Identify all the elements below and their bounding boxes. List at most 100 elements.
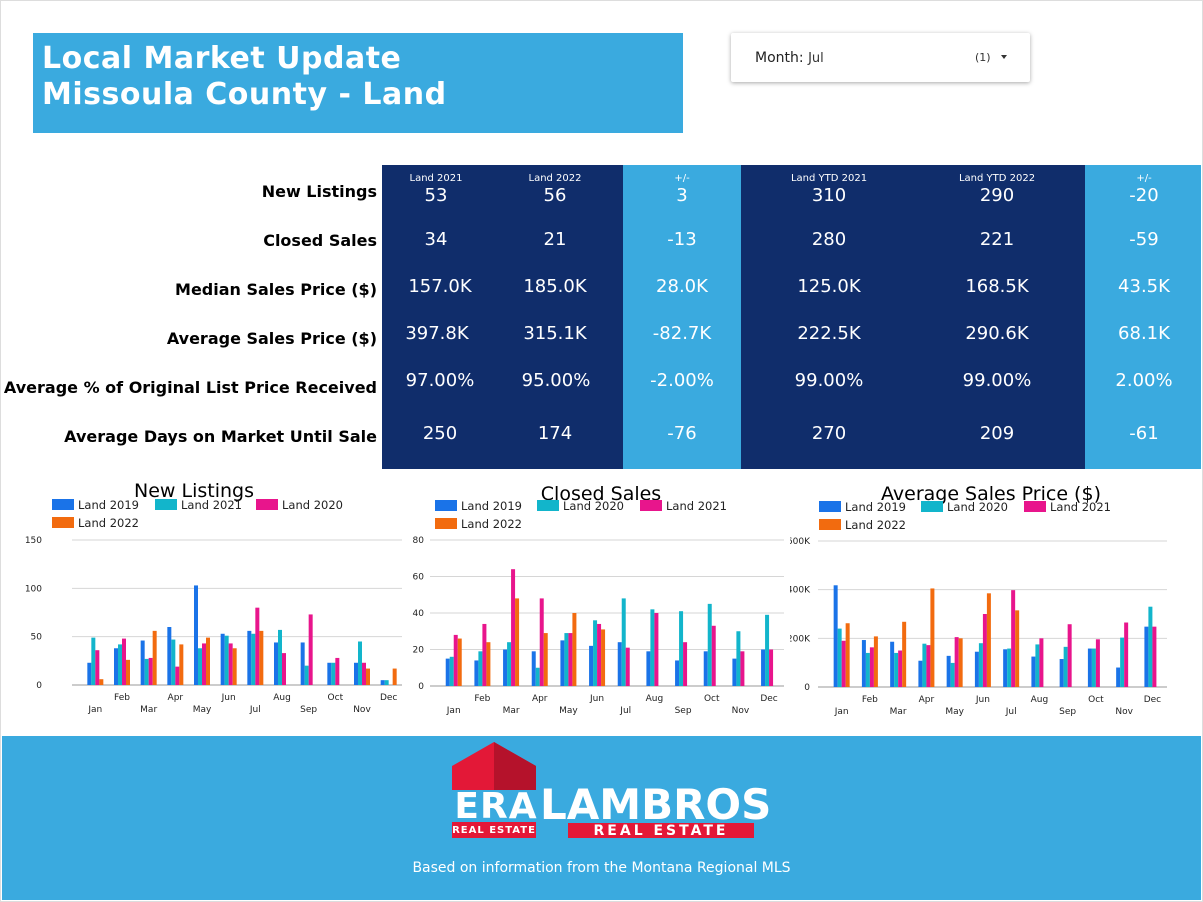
- bar-land-2019: [503, 649, 508, 686]
- bar-land-2019: [675, 660, 680, 686]
- x-tick-label: Jun: [221, 693, 236, 703]
- bar-land-2019: [1144, 626, 1149, 687]
- bar-land-2021: [482, 623, 487, 686]
- footer: ERA REAL ESTATE LAMBROS REAL ESTATE Base…: [2, 736, 1201, 900]
- bar-land-2020: [922, 643, 927, 687]
- x-tick-label: Apr: [532, 694, 548, 704]
- bar-land-2019: [703, 651, 708, 686]
- chart-title: Average Sales Price ($): [881, 483, 1101, 505]
- logo-era-subtext: REAL ESTATE: [452, 825, 536, 836]
- month-filter-dropdown[interactable]: Month: Jul (1): [731, 33, 1030, 82]
- col-header-ytd-diff: +/-: [1136, 173, 1152, 184]
- bar-land-2021: [1067, 624, 1072, 687]
- table-cell: -13: [667, 229, 697, 250]
- table-cell: 97.00%: [405, 370, 475, 391]
- bar-land-2022: [179, 644, 184, 685]
- legend-label: Land 2021: [181, 498, 242, 512]
- bar-land-2020: [282, 653, 286, 685]
- bar-land-2020: [978, 643, 983, 687]
- bar-land-2020: [736, 631, 741, 686]
- table-cell: 250: [422, 423, 458, 444]
- x-tick-label: Dec: [760, 694, 777, 704]
- bar-land-2021: [384, 680, 389, 685]
- table-cell: 270: [811, 423, 847, 444]
- bar-land-2021: [683, 642, 688, 686]
- caret-down-icon[interactable]: [1001, 55, 1007, 59]
- bar-land-2020: [1007, 648, 1012, 687]
- bar-land-2021: [304, 665, 309, 685]
- legend-swatch: [819, 519, 841, 530]
- col-header-ytd-2022: Land YTD 2022: [958, 173, 1036, 184]
- bar-land-2022: [930, 588, 935, 687]
- bar-land-2020: [449, 656, 454, 686]
- closed-sales-chart: Closed Sales Land 2019 Land 2020 Land 2021 L…: [406, 478, 786, 723]
- legend-swatch: [435, 500, 457, 511]
- bar-land-2020: [894, 652, 899, 687]
- table-cell: 3: [676, 185, 688, 206]
- chart-title: Closed Sales: [541, 483, 661, 505]
- bar-land-2019: [589, 645, 594, 686]
- bar-land-2022: [206, 637, 210, 685]
- bar-land-2022: [152, 630, 157, 685]
- bar-land-2020: [679, 611, 684, 686]
- legend-label: Land 2019: [845, 500, 906, 514]
- bar-land-2019: [617, 642, 622, 686]
- table-cell: 56: [543, 185, 567, 206]
- bar-land-2021: [453, 634, 458, 686]
- bar-land-2022: [986, 593, 991, 687]
- bar-land-2021: [171, 639, 176, 685]
- legend-swatch: [435, 518, 457, 529]
- legend-swatch: [256, 499, 278, 510]
- y-tick-label: 600K: [790, 537, 811, 547]
- bar-land-2021: [711, 625, 716, 686]
- table-block-month: [382, 165, 623, 469]
- bar-land-2021: [982, 614, 987, 687]
- y-tick-label: 50: [31, 633, 43, 643]
- bar-land-2021: [224, 635, 229, 685]
- legend-label: Land 2020: [947, 500, 1008, 514]
- bar-land-2020: [1120, 637, 1125, 687]
- bar-land-2021: [539, 598, 544, 686]
- bar-land-2020: [95, 650, 100, 685]
- source-footnote: Based on information from the Montana Re…: [412, 860, 791, 876]
- bar-land-2022: [902, 621, 907, 687]
- table-cell: 99.00%: [962, 370, 1032, 391]
- table-cell: 280: [811, 229, 847, 250]
- bar-land-2020: [148, 657, 153, 685]
- bar-land-2021: [740, 651, 745, 686]
- x-tick-label: Nov: [1115, 707, 1133, 717]
- bar-land-2019: [194, 585, 198, 685]
- legend-swatch: [537, 500, 559, 511]
- x-tick-label: May: [945, 707, 964, 717]
- col-header-diff: +/-: [674, 173, 690, 184]
- bar-land-2020: [255, 607, 260, 685]
- era-lambros-logo: [452, 742, 754, 838]
- bar-land-2022: [99, 679, 104, 685]
- bar-land-2022: [232, 648, 237, 685]
- x-tick-label: Dec: [380, 693, 397, 703]
- bar-land-2020: [1063, 646, 1068, 687]
- bar-land-2020: [175, 666, 180, 685]
- table-cell: 174: [537, 423, 573, 444]
- bar-land-2021: [568, 633, 573, 686]
- bar-land-2021: [898, 650, 903, 687]
- bar-land-2021: [91, 637, 96, 685]
- bar-land-2019: [380, 680, 385, 685]
- legend-swatch: [52, 499, 74, 510]
- bar-land-2019: [445, 658, 450, 686]
- logo-roof-shade: [494, 742, 536, 790]
- legend-swatch: [819, 501, 841, 512]
- bar-land-2020: [335, 657, 340, 685]
- bar-land-2021: [869, 647, 874, 687]
- x-tick-label: Sep: [675, 706, 692, 716]
- x-tick-label: Feb: [862, 695, 878, 705]
- col-header-land-2021: Land 2021: [409, 173, 463, 184]
- legend-swatch: [640, 500, 662, 511]
- x-tick-label: Feb: [114, 693, 130, 703]
- table-cell: 310: [811, 185, 847, 206]
- legend-swatch: [921, 501, 943, 512]
- bar-land-2020: [507, 642, 512, 686]
- table-cell: -76: [667, 423, 697, 444]
- bar-land-2022: [392, 668, 397, 685]
- bar-land-2020: [122, 638, 126, 685]
